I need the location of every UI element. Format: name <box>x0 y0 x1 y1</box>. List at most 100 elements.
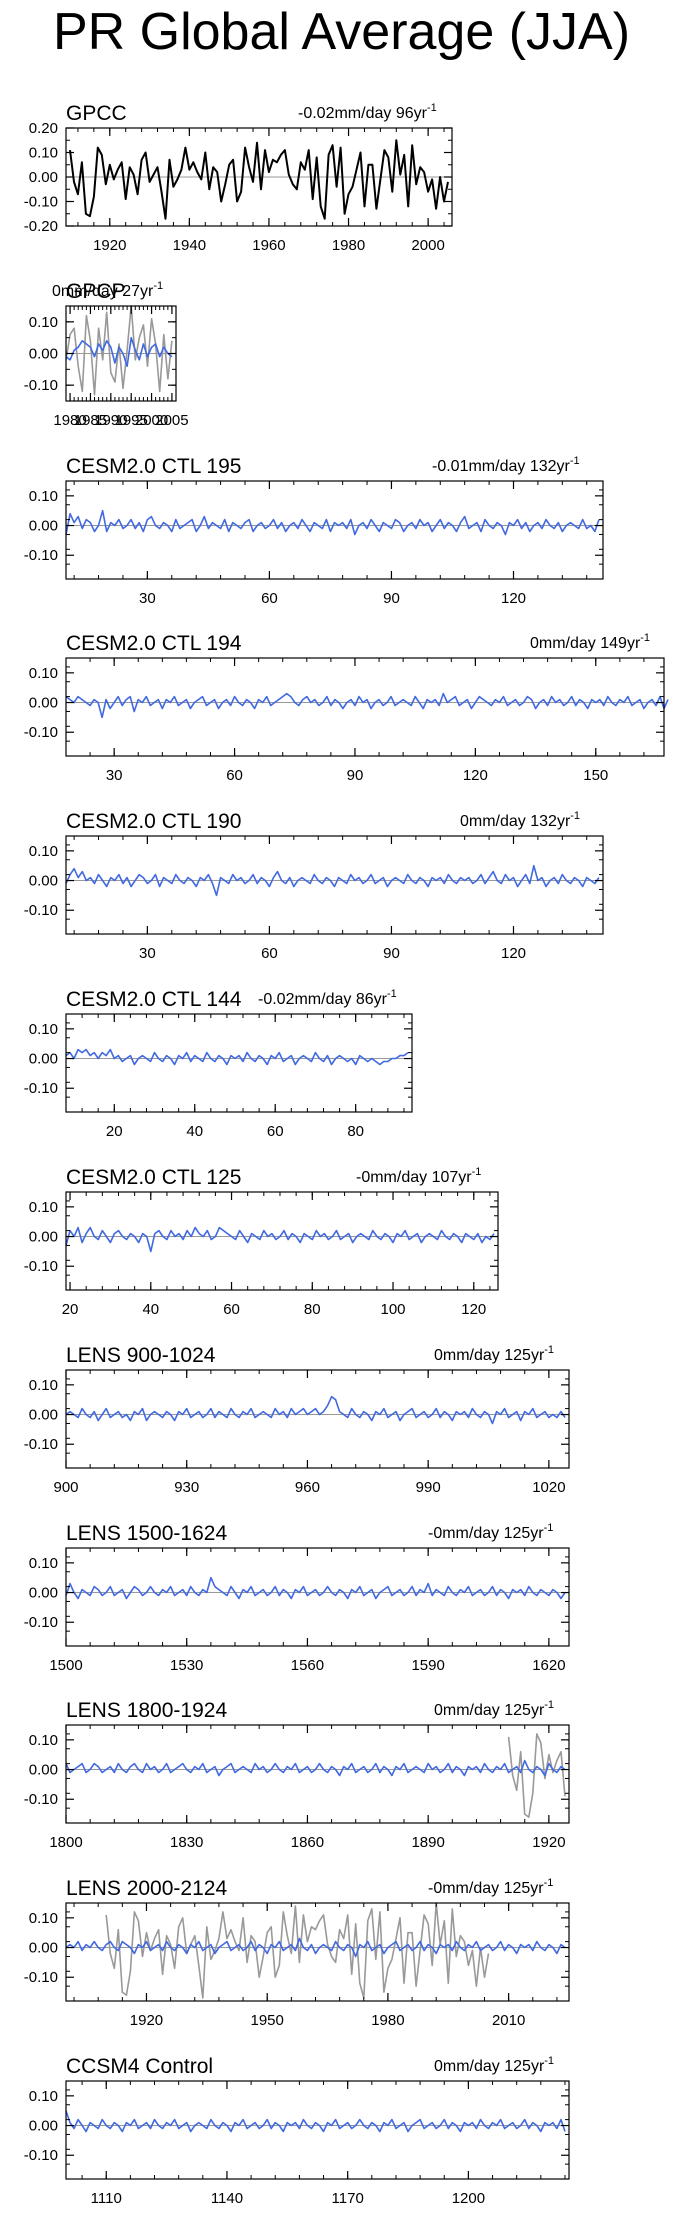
trend-superscript: -1 <box>153 280 163 292</box>
series-line <box>65 692 669 719</box>
x-tick-label: 1980 <box>371 2012 404 2029</box>
trend-label: 0mm/day 149yr-1 <box>530 632 650 652</box>
series-line <box>65 1048 409 1066</box>
panel-title: LENS 2000-2124 <box>66 1877 227 1900</box>
y-tick-label: 0.00 <box>29 346 58 363</box>
panel-9: -0.10 0.00 0.10 1500 1530 1560 1590 1620 LENS 15… <box>24 1522 570 1674</box>
y-tick-label: 0.10 <box>29 1021 58 1038</box>
series-line <box>65 1226 495 1253</box>
trend-superscript: -1 <box>472 1166 482 1178</box>
panel-title: CESM2.0 CTL 195 <box>66 455 241 478</box>
panel-title: CESM2.0 CTL 190 <box>66 810 241 833</box>
series-line <box>65 864 600 897</box>
panel-title: GPCC <box>66 102 127 125</box>
trend-superscript: -1 <box>544 1344 554 1356</box>
plot-frame <box>65 657 665 757</box>
x-tick-label: 1200 <box>452 2190 485 2207</box>
x-tick-label: 90 <box>347 767 364 784</box>
x-tick-label: 1985 <box>74 412 107 429</box>
x-tick-label: 120 <box>501 590 526 607</box>
panel-1: -0.20 -0.10 0.00 0.10 0.20 1920 1940 1960 1980 20… <box>24 102 453 254</box>
x-tick-label: 120 <box>501 945 526 962</box>
trend-label: -0mm/day 107yr-1 <box>356 1166 481 1186</box>
x-tick-label: 1500 <box>49 1657 82 1674</box>
trend-superscript: -1 <box>544 1699 554 1711</box>
y-tick-label: 0.00 <box>29 1762 58 1779</box>
y-tick-label: 0.20 <box>29 120 58 137</box>
plot-frame <box>65 1191 499 1291</box>
y-tick-label: -0.10 <box>24 1969 58 1986</box>
y-tick-label: -0.20 <box>24 218 58 235</box>
trend-label: 0mm/day 132yr-1 <box>460 810 580 830</box>
panel-title: CCSM4 Control <box>66 2055 213 2078</box>
x-tick-label: 1920 <box>130 2012 163 2029</box>
page-title: PR Global Average (JJA) <box>52 3 631 61</box>
series-line <box>65 1759 566 1777</box>
x-tick-label: 1620 <box>532 1657 565 1674</box>
panel-title: LENS 900-1024 <box>66 1344 216 1367</box>
panel-title: GPCP <box>66 280 126 303</box>
y-tick-label: -0.10 <box>24 547 58 564</box>
x-tick-label: 1170 <box>332 2190 364 2207</box>
plot-frame <box>65 1724 570 1824</box>
series-line <box>105 1902 490 1999</box>
y-tick-label: -0.10 <box>24 1258 58 1275</box>
trend-superscript: -1 <box>427 102 437 114</box>
y-tick-label: -0.10 <box>24 194 58 211</box>
x-tick-label: 1800 <box>49 1834 82 1851</box>
panel-title: CESM2.0 CTL 144 <box>66 988 242 1011</box>
series-line <box>65 305 173 396</box>
x-tick-label: 60 <box>261 590 278 607</box>
trend-label: -0mm/day 125yr-1 <box>428 1522 553 1542</box>
y-tick-label: 0.00 <box>29 2118 58 2135</box>
series-line <box>65 2110 566 2133</box>
y-tick-label: 0.00 <box>29 1051 58 1068</box>
x-tick-label: 40 <box>186 1123 203 1140</box>
x-tick-label: 1950 <box>251 2012 284 2029</box>
panel-title: LENS 1500-1624 <box>66 1522 227 1545</box>
x-tick-label: 1140 <box>211 2190 243 2207</box>
x-tick-label: 1940 <box>173 237 206 254</box>
x-tick-label: 100 <box>381 1301 406 1318</box>
y-tick-label: 0.10 <box>29 488 58 505</box>
plot-frame <box>65 480 604 580</box>
trend-label: 0mm/day 125yr-1 <box>434 1344 554 1364</box>
panel-3: -0.10 0.00 0.10 30 60 90 120 CESM2.0 CTL 195 -0.… <box>24 455 604 607</box>
trend-superscript: -1 <box>544 1522 554 1534</box>
series-line <box>65 509 600 536</box>
x-tick-label: 80 <box>347 1123 364 1140</box>
x-tick-label: 150 <box>583 767 608 784</box>
y-tick-label: 0.10 <box>29 1377 58 1394</box>
x-tick-label: 1590 <box>411 1657 444 1674</box>
x-tick-label: 2005 <box>155 412 188 429</box>
panel-8: -0.10 0.00 0.10 900 930 960 990 1020 LENS 900-10… <box>24 1344 570 1496</box>
trend-label: 0mm/day 125yr-1 <box>434 1699 554 1719</box>
x-tick-label: 60 <box>226 767 243 784</box>
y-tick-label: 0.10 <box>29 314 58 331</box>
x-tick-label: 1020 <box>532 1479 565 1496</box>
y-tick-label: 0.10 <box>29 1910 58 1927</box>
panel-7: -0.10 0.00 0.10 20 40 60 80 100 120 CESM2.0 CTL 1… <box>24 1166 499 1318</box>
trend-label: 0mm/day 125yr-1 <box>434 2055 554 2075</box>
x-tick-label: 2000 <box>411 237 444 254</box>
panel-5: -0.10 0.00 0.10 30 60 90 120 CESM2.0 CTL 190 0mm… <box>24 810 604 962</box>
trend-label: 0mm/day 27yr-1 <box>52 280 163 300</box>
x-tick-label: 1860 <box>291 1834 324 1851</box>
y-tick-label: 0.10 <box>29 1732 58 1749</box>
plot-frame <box>65 1013 413 1113</box>
x-tick-label: 60 <box>261 945 278 962</box>
x-tick-label: 960 <box>295 1479 320 1496</box>
trend-label: -0.02mm/day 96yr-1 <box>298 102 437 122</box>
trend-label: -0.01mm/day 132yr-1 <box>432 455 580 475</box>
trend-superscript: -1 <box>544 1877 554 1889</box>
x-tick-label: 900 <box>53 1479 78 1496</box>
x-tick-label: 1980 <box>332 237 365 254</box>
x-tick-label: 120 <box>461 1301 486 1318</box>
x-tick-label: 1110 <box>91 2190 122 2207</box>
panel-title: LENS 1800-1924 <box>66 1699 227 1722</box>
trend-label: -0.02mm/day 86yr-1 <box>258 988 397 1008</box>
y-tick-label: 0.00 <box>29 1585 58 1602</box>
x-tick-label: 1980 <box>53 412 86 429</box>
